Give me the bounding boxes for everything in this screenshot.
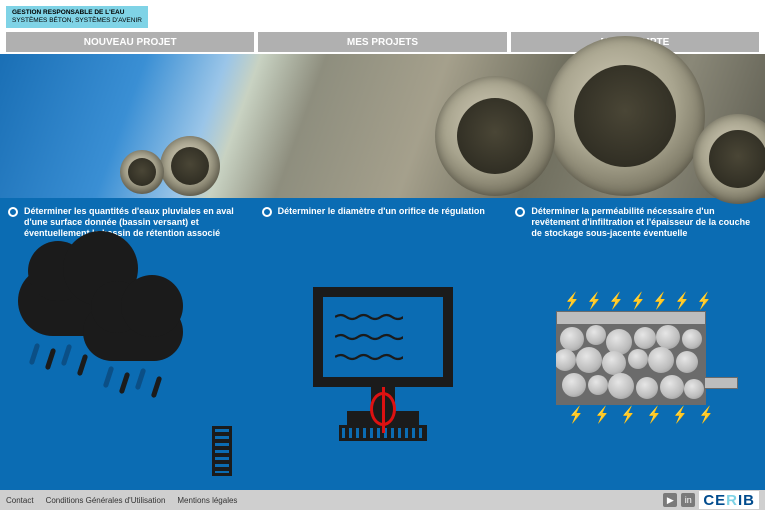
rain-icon [77,354,89,376]
rain-icon [151,376,163,398]
permeability-illustration: ⚡ ⚡ ⚡ ⚡ ⚡ ⚡ ⚡ [515,248,757,486]
radio-icon[interactable] [515,207,525,217]
rain-icon [29,343,41,365]
rain-icon [61,344,73,366]
bolt-icon: ⚡ [673,405,687,425]
option-header: Déterminer les quantités d'eaux pluviale… [8,206,250,248]
wave-icon [335,333,404,341]
wave-icon [335,353,404,361]
hero-banner [0,54,765,198]
footer-cgu-link[interactable]: Conditions Générales d'Utilisation [46,496,166,505]
radio-icon[interactable] [8,207,18,217]
ruler-icon [212,426,232,476]
bolt-icon: ⚡ [587,291,601,311]
option-header: Déterminer la perméabilité nécessaire d'… [515,206,757,248]
app-root: GESTION RESPONSABLE DE L'EAU SYSTÈMES BÉ… [0,0,765,510]
bolt-icon: ⚡ [595,405,609,425]
rain-icon [135,368,147,390]
option-title: Déterminer le diamètre d'un orifice de r… [278,206,485,217]
hero-pipe-icon [545,36,705,196]
header-tag: GESTION RESPONSABLE DE L'EAU SYSTÈMES BÉ… [6,6,148,28]
header-line-2: SYSTÈMES BÉTON, SYSTÈMES D'AVENIR [12,17,142,25]
bolt-icon: ⚡ [569,405,583,425]
bolt-icon: ⚡ [697,291,711,311]
permeable-pavement-icon: ⚡ ⚡ ⚡ ⚡ ⚡ ⚡ ⚡ [536,287,736,447]
bolt-icon: ⚡ [699,405,713,425]
options-panel: Déterminer les quantités d'eaux pluviale… [0,198,765,490]
storage-bed [556,325,706,405]
tank-body [313,287,453,387]
footer: Contact Conditions Générales d'Utilisati… [0,490,765,510]
linkedin-icon[interactable]: in [681,493,695,507]
option-rainfall[interactable]: Déterminer les quantités d'eaux pluviale… [4,202,254,490]
brand-text: CERIB [703,492,755,509]
rain-icon [119,372,131,394]
footer-links: Contact Conditions Générales d'Utilisati… [6,496,237,505]
hero-pipe-icon [435,76,555,196]
youtube-icon[interactable]: ▶ [663,493,677,507]
tank-icon [303,287,463,447]
bolt-icon: ⚡ [621,405,635,425]
bolt-icon: ⚡ [631,291,645,311]
header-line-1: GESTION RESPONSABLE DE L'EAU [12,9,142,17]
rain-icon [103,366,115,388]
option-orifice[interactable]: Déterminer le diamètre d'un orifice de r… [258,202,508,490]
outlet-pipe [704,377,738,389]
footer-contact-link[interactable]: Contact [6,496,34,505]
hero-pipe-icon [160,136,220,196]
rain-icon [45,348,57,370]
orifice-illustration [262,248,504,486]
option-header: Déterminer le diamètre d'un orifice de r… [262,206,504,248]
bolt-icon: ⚡ [609,291,623,311]
bolt-icon: ⚡ [647,405,661,425]
bolt-icon: ⚡ [565,291,579,311]
rainfall-illustration [8,248,250,486]
option-title: Déterminer la perméabilité nécessaire d'… [531,206,757,238]
bolt-icon: ⚡ [675,291,689,311]
surface-layer [556,311,706,325]
bolt-icon: ⚡ [653,291,667,311]
hero-pipe-icon [120,150,164,194]
nav-my-projects[interactable]: MES PROJETS [258,32,506,52]
radio-icon[interactable] [262,207,272,217]
option-title: Déterminer les quantités d'eaux pluviale… [24,206,250,238]
footer-right: ▶ in CERIB [663,491,759,509]
brand-logo[interactable]: CERIB [699,491,759,509]
nav-new-project[interactable]: NOUVEAU PROJET [6,32,254,52]
orifice-ring-icon [370,392,396,426]
option-permeability[interactable]: Déterminer la perméabilité nécessaire d'… [511,202,761,490]
wave-icon [335,313,404,321]
cloud-icon [83,303,183,361]
footer-legal-link[interactable]: Mentions légales [177,496,237,505]
